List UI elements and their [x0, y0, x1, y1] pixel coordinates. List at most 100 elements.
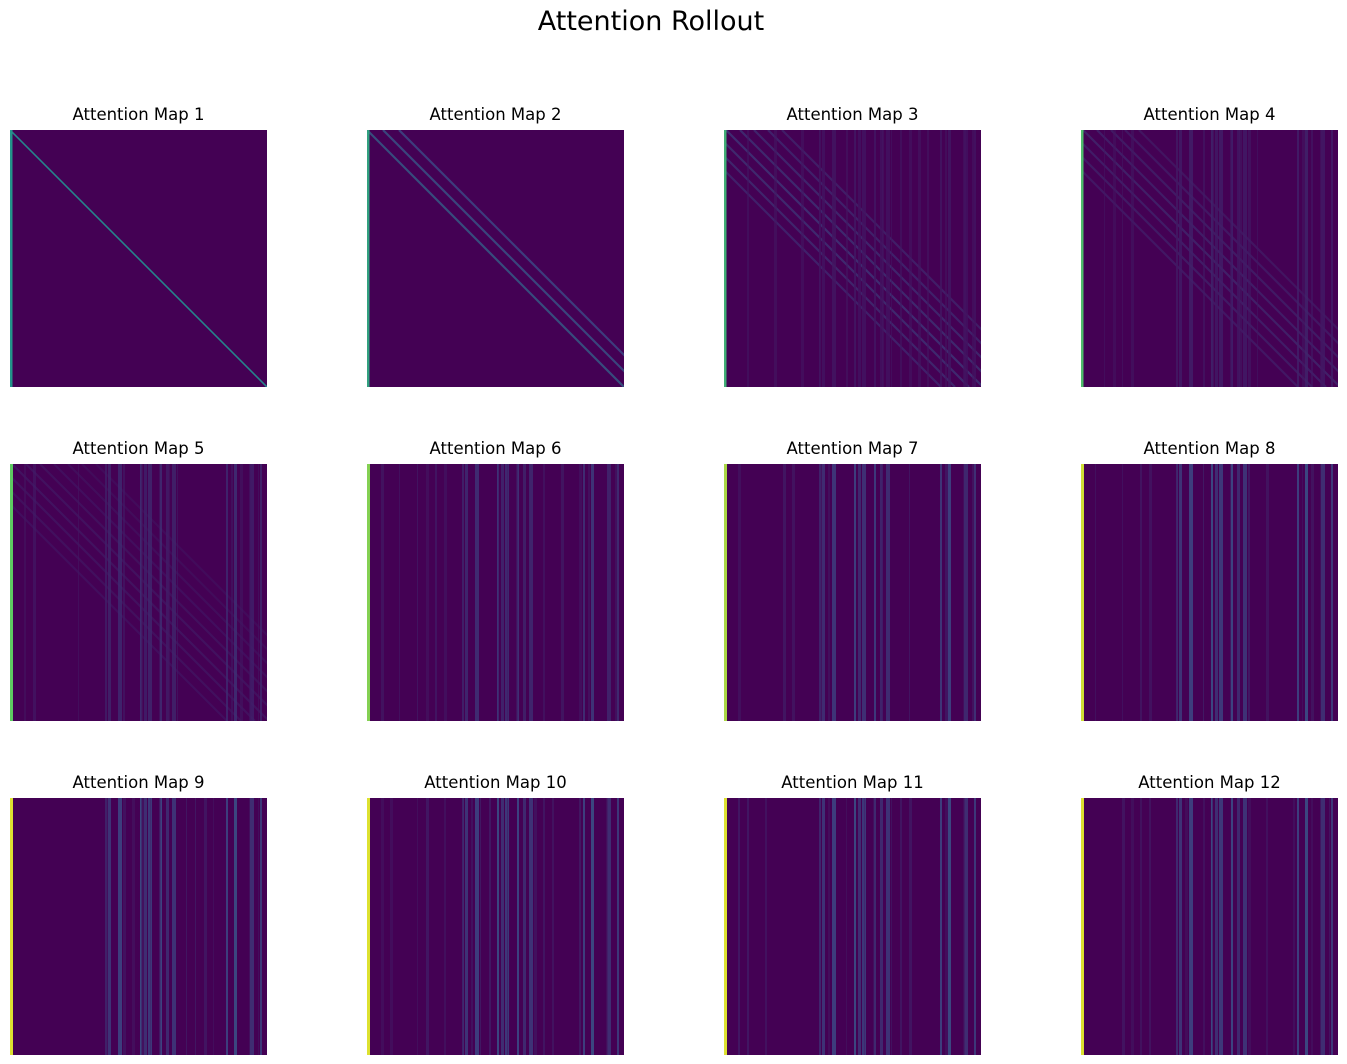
column-stripe — [166, 464, 169, 721]
column-stripe-faint — [1329, 798, 1330, 1055]
column-stripe — [260, 464, 262, 721]
cls-token-column — [1081, 464, 1084, 721]
column-stripe — [1219, 798, 1223, 1055]
column-stripe-faint — [159, 464, 160, 721]
column-stripe — [144, 798, 147, 1055]
column-stripe — [974, 464, 976, 721]
diagonal-band — [724, 140, 970, 387]
column-stripe — [948, 464, 951, 721]
column-stripe — [226, 798, 228, 1055]
column-stripe-faint — [177, 464, 178, 721]
column-stripe — [591, 464, 594, 721]
column-stripe-faint — [828, 798, 830, 1055]
attention-map-panel: Attention Map 11 — [724, 772, 981, 1055]
column-stripe-faint — [909, 464, 910, 721]
heatmap-background — [1081, 464, 1338, 721]
column-stripe — [874, 464, 876, 721]
column-stripe-faint — [891, 130, 892, 387]
column-stripe-faint — [426, 798, 429, 1055]
column-stripe — [529, 464, 533, 721]
column-stripe — [523, 798, 526, 1055]
column-stripe-faint — [1212, 130, 1214, 387]
column-stripe — [858, 464, 861, 721]
column-stripe-faint — [1320, 464, 1321, 721]
column-stripe-faint — [78, 464, 79, 721]
column-stripe-faint — [444, 464, 447, 721]
column-stripe — [1331, 464, 1333, 721]
column-stripe — [822, 798, 825, 1055]
attention-map-title: Attention Map 2 — [429, 105, 562, 124]
column-stripe-faint — [747, 798, 749, 1055]
diagonal-band — [382, 130, 624, 373]
column-stripe — [822, 130, 825, 387]
attention-heatmap — [1081, 130, 1338, 387]
column-stripe-faint — [945, 798, 948, 1055]
column-stripe-faint — [909, 798, 912, 1055]
diagonal-band — [1081, 154, 1313, 387]
heatmap-background — [10, 798, 267, 1055]
column-stripe-faint — [846, 798, 847, 1055]
column-stripe-faint — [1311, 130, 1313, 387]
column-stripe-faint — [738, 798, 740, 1055]
column-stripe — [105, 464, 107, 721]
column-stripe — [948, 130, 951, 387]
cls-token-column — [724, 798, 727, 1055]
column-stripe-faint — [765, 798, 767, 1055]
column-stripe-faint — [168, 464, 170, 721]
column-stripe — [1231, 798, 1233, 1055]
cls-token-column — [367, 798, 370, 1055]
column-stripe-faint — [498, 464, 499, 721]
column-stripe-faint — [141, 798, 144, 1055]
column-stripe — [832, 464, 836, 721]
column-stripe-faint — [150, 798, 151, 1055]
column-stripe-faint — [1203, 798, 1205, 1055]
column-stripe-faint — [399, 464, 400, 721]
attention-map-title: Attention Map 10 — [424, 773, 567, 792]
column-stripe-faint — [105, 798, 108, 1055]
column-stripe-faint — [900, 798, 902, 1055]
heatmap-background — [724, 130, 981, 387]
attention-map-panel: Attention Map 3 — [724, 104, 981, 387]
diagonal-band — [739, 130, 981, 373]
column-stripe — [1237, 464, 1240, 721]
column-stripe-faint — [240, 464, 243, 721]
diagonal-band — [95, 464, 267, 637]
column-stripe-faint — [123, 464, 125, 721]
column-stripe — [1331, 130, 1333, 387]
column-stripe-faint — [774, 130, 777, 387]
cls-token-column — [367, 130, 370, 387]
column-stripe-faint — [963, 798, 965, 1055]
heatmap-background — [724, 464, 981, 721]
column-stripe-faint — [792, 464, 795, 721]
column-stripe — [1219, 464, 1223, 721]
column-stripe-faint — [918, 130, 921, 387]
column-stripe-faint — [258, 798, 259, 1055]
diagonal-band — [724, 154, 956, 387]
column-stripe-faint — [426, 464, 429, 721]
column-stripe-faint — [1257, 130, 1258, 387]
attention-map-title: Attention Map 11 — [781, 773, 924, 792]
heatmap-background — [367, 798, 624, 1055]
column-stripe — [234, 464, 237, 721]
column-stripe-faint — [1149, 464, 1152, 721]
column-stripe-faint — [1311, 464, 1314, 721]
column-stripe-faint — [231, 464, 233, 721]
column-stripe-faint — [462, 464, 464, 721]
column-stripe — [1189, 798, 1193, 1055]
column-stripe — [226, 464, 228, 721]
column-stripe — [1189, 130, 1193, 387]
heatmap-background — [367, 464, 624, 721]
column-stripe-faint — [1320, 798, 1321, 1055]
attention-heatmap — [10, 130, 267, 387]
column-stripe-faint — [945, 130, 947, 387]
attention-heatmap — [724, 464, 981, 721]
column-stripe — [475, 464, 479, 721]
column-stripe — [974, 798, 976, 1055]
attention-map-panel: Attention Map 8 — [1081, 438, 1338, 721]
column-stripe — [862, 130, 866, 387]
column-stripe — [1215, 798, 1218, 1055]
column-stripe — [832, 130, 836, 387]
column-stripe — [1179, 130, 1182, 387]
column-stripe — [1211, 464, 1213, 721]
attention-map-panel: Attention Map 12 — [1081, 772, 1338, 1055]
